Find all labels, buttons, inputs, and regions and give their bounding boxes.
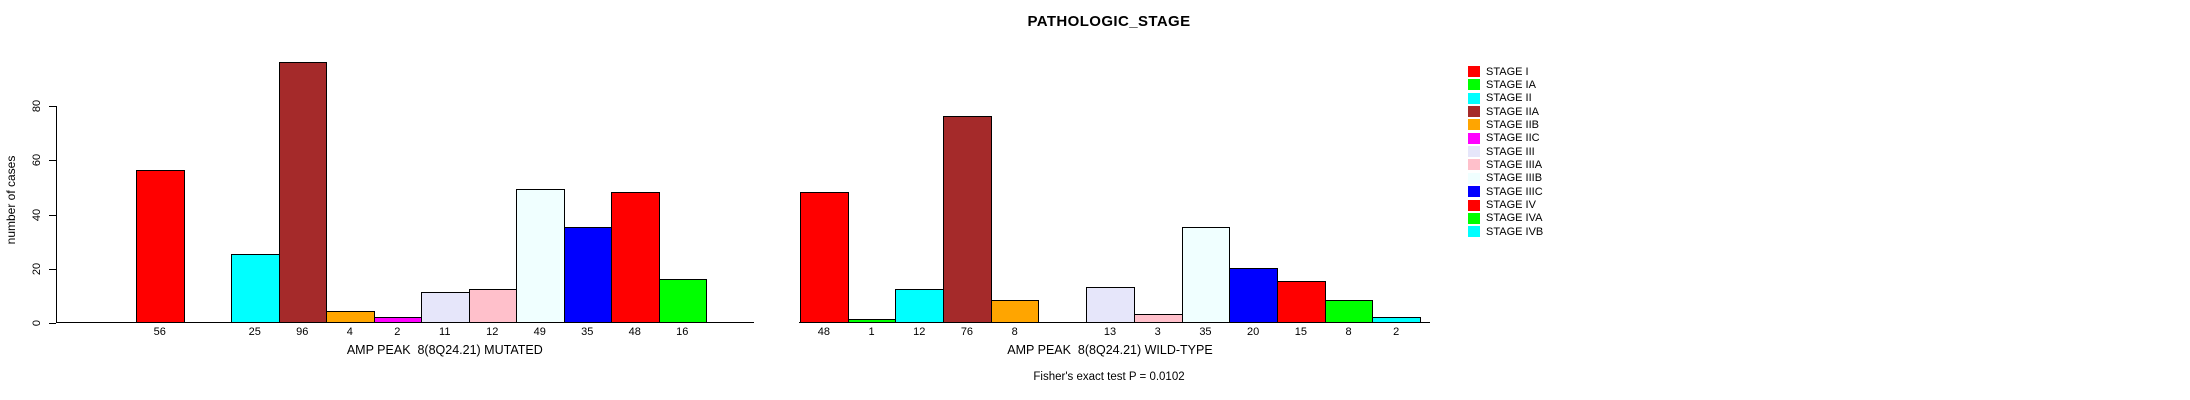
bar-count-label: 48 <box>628 326 641 338</box>
bar-stage-i <box>136 170 185 323</box>
legend-label: STAGE IVA <box>1486 212 1543 225</box>
y-axis-title: number of cases <box>4 155 18 245</box>
y-axis-tick <box>49 106 56 107</box>
bar-stage-iiic <box>563 227 612 323</box>
legend-label: STAGE II <box>1486 92 1532 105</box>
legend-label: STAGE IIIA <box>1486 158 1543 171</box>
bar-stage-i <box>800 192 849 323</box>
bar-count-label: 35 <box>1199 326 1212 338</box>
y-axis-tick-label: 60 <box>31 153 43 167</box>
legend-swatch <box>1468 92 1480 104</box>
bar-stage-iiib <box>1181 227 1231 323</box>
bar-count-label: 2 <box>1393 326 1400 338</box>
bar-stage-iva <box>1324 300 1374 323</box>
legend-swatch <box>1468 146 1480 158</box>
bar-count-label: 12 <box>913 326 926 338</box>
legend-label: STAGE IIC <box>1486 132 1540 145</box>
y-axis-tick-label: 20 <box>31 262 43 276</box>
legend-swatch <box>1468 226 1480 238</box>
bar-stage-ia <box>847 319 897 323</box>
bar-count-label: 8 <box>1345 326 1352 338</box>
bar-stage-ii <box>895 289 945 323</box>
bar-count-label: 49 <box>533 326 546 338</box>
bar-stage-iiia <box>468 289 517 323</box>
bar-count-label: 56 <box>153 326 166 338</box>
legend-swatch <box>1468 186 1480 198</box>
bar-count-label: 2 <box>394 326 401 338</box>
legend-swatch <box>1468 106 1480 117</box>
bar-stage-iva <box>658 279 707 323</box>
y-axis-tick <box>49 160 56 161</box>
bar-count-label: 12 <box>486 326 499 338</box>
bar-count-label: 16 <box>676 326 689 338</box>
bar-stage-iv <box>611 192 660 323</box>
bar-count-label: 15 <box>1294 326 1307 338</box>
legend-label: STAGE IV <box>1486 199 1536 211</box>
y-axis-tick-label: 80 <box>31 99 43 113</box>
legend-swatch <box>1468 159 1480 171</box>
legend-swatch <box>1468 79 1480 91</box>
bar-stage-iii <box>1086 287 1135 323</box>
x-axis-label: AMP PEAK 8(8Q24.21) WILD-TYPE <box>1007 343 1213 357</box>
bar-stage-iiib <box>516 189 565 323</box>
legend-label: STAGE IIIC <box>1486 185 1543 198</box>
bar-stage-ivb <box>1372 317 1422 323</box>
bar-stage-ii <box>231 254 280 323</box>
bar-count-label: 25 <box>248 326 261 338</box>
bar-stage-iib <box>990 300 1040 323</box>
bar-count-label: 20 <box>1247 326 1260 338</box>
legend-label: STAGE IIIB <box>1486 172 1543 185</box>
legend-swatch <box>1468 212 1480 224</box>
legend-swatch <box>1468 66 1480 77</box>
bar-stage-iii <box>421 292 470 323</box>
bar-count-label: 3 <box>1154 326 1161 338</box>
fisher-test-note: Fisher's exact test P = 0.0102 <box>1033 371 1185 383</box>
legend-label: STAGE IVB <box>1486 225 1544 238</box>
y-axis-tick <box>49 215 56 216</box>
bar-count-label: 8 <box>1011 326 1018 338</box>
legend-label: STAGE IIA <box>1486 105 1539 118</box>
bar-stage-iib <box>326 311 375 323</box>
y-axis-tick-label: 0 <box>31 319 43 327</box>
bar-count-label: 96 <box>296 326 309 338</box>
bar-stage-iv <box>1277 281 1326 323</box>
bar-count-label: 76 <box>960 326 974 338</box>
bar-stage-iia <box>943 116 992 323</box>
y-axis-tick-label: 40 <box>31 208 43 222</box>
bar-stage-iiia <box>1133 314 1183 323</box>
legend-swatch <box>1468 172 1480 184</box>
y-axis-tick <box>49 269 56 270</box>
bar-count-label: 4 <box>346 326 353 338</box>
y-axis-line <box>56 106 57 323</box>
bar-count-label: 11 <box>439 326 451 338</box>
bar-stage-iia <box>278 62 327 323</box>
legend-swatch <box>1468 199 1480 211</box>
bar-stage-iic <box>373 317 422 323</box>
legend-label: STAGE IA <box>1486 78 1536 91</box>
legend-swatch <box>1468 132 1480 144</box>
bar-count-label: 48 <box>817 326 830 338</box>
legend-label: STAGE IIB <box>1486 118 1539 131</box>
bar-count-label: 13 <box>1103 326 1117 338</box>
bar-count-label: 35 <box>581 326 594 338</box>
x-axis-label: AMP PEAK 8(8Q24.21) MUTATED <box>346 343 543 357</box>
bar-stage-iiic <box>1229 268 1278 323</box>
legend-swatch <box>1468 119 1480 131</box>
chart-title: PATHOLOGIC_STAGE <box>1027 13 1191 30</box>
bar-count-label: 1 <box>868 326 875 338</box>
y-axis-tick <box>49 323 56 324</box>
legend-label: STAGE III <box>1486 145 1535 158</box>
legend-label: STAGE I <box>1486 65 1529 78</box>
